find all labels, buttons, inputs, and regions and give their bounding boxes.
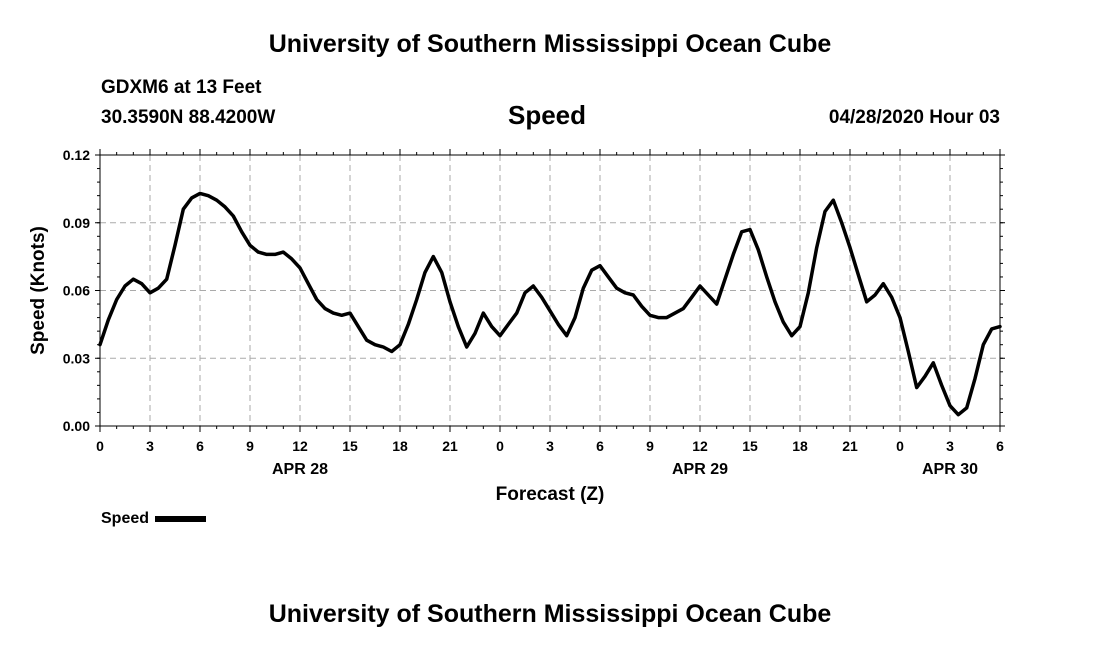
legend-line-swatch [155,515,207,522]
x-tick-label: 9 [246,438,254,454]
x-tick-label: 0 [96,438,104,454]
x-tick-label: 6 [596,438,604,454]
x-tick-label: 12 [292,438,308,454]
y-tick-label: 0.03 [63,350,90,366]
y-tick-label: 0.12 [63,147,90,163]
y-tick-label: 0.09 [63,215,90,231]
axis-layer [95,149,1005,432]
y-axis-label: Speed (Knots) [28,226,49,355]
x-axis-label: Forecast (Z) [496,484,605,505]
y-tick-label: 0.06 [63,283,90,299]
x-tick-label: 9 [646,438,654,454]
date-label: APR 30 [922,461,978,478]
x-tick-label: 15 [342,438,358,454]
x-tick-label: 6 [196,438,204,454]
legend: Speed [101,510,207,528]
station-label: GDXM6 at 13 Feet [101,77,262,98]
x-tick-label: 0 [896,438,904,454]
x-tick-label: 21 [442,438,458,454]
legend-label: Speed [101,510,150,527]
x-tick-label: 12 [692,438,708,454]
x-tick-label: 3 [146,438,154,454]
speed-chart: 0.00 0.03 0.06 0.09 0.12 0 3 6 9 12 15 18 21 0 3 6 9 12 15… [28,147,1005,505]
line-layer [98,191,1002,417]
footer-title: University of Southern Mississippi Ocean… [268,600,832,628]
y-tick-label: 0.00 [63,418,90,434]
x-tick-label: 18 [792,438,808,454]
x-tick-label: 3 [546,438,554,454]
coordinates-label: 30.3590N 88.4200W [101,107,276,128]
plot-title: Speed [508,100,587,130]
date-label: APR 29 [672,461,728,478]
x-tick-label: 18 [392,438,408,454]
grid-layer [100,155,1000,426]
x-tick-label: 21 [842,438,858,454]
x-tick-label: 0 [496,438,504,454]
plot-frame [99,154,1001,427]
label-layer: 0.00 0.03 0.06 0.09 0.12 0 3 6 9 12 15 18 21 0 3 6 9 12 15… [28,147,1004,505]
date-label: APR 28 [272,461,328,478]
chart-title: University of Southern Mississippi Ocean… [268,30,832,58]
x-tick-label: 3 [946,438,954,454]
x-tick-label: 6 [996,438,1004,454]
x-tick-label: 15 [742,438,758,454]
timestamp-label: 04/28/2020 Hour 03 [828,107,1000,128]
series-line-speed [98,191,1002,417]
